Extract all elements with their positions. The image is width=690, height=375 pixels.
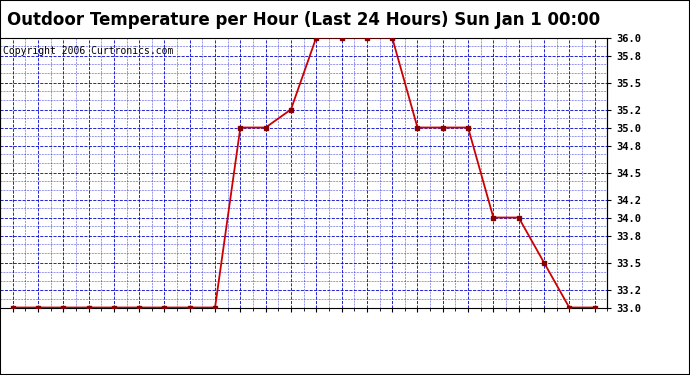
- Text: 01:00: 01:00: [8, 318, 18, 347]
- Text: 13:00: 13:00: [311, 318, 322, 347]
- Text: 11:00: 11:00: [261, 318, 270, 347]
- Text: 10:00: 10:00: [235, 318, 246, 347]
- Text: 23:00: 23:00: [564, 318, 574, 347]
- Text: 16:00: 16:00: [387, 318, 397, 347]
- Text: Outdoor Temperature per Hour (Last 24 Hours) Sun Jan 1 00:00: Outdoor Temperature per Hour (Last 24 Ho…: [7, 11, 600, 29]
- Text: 07:00: 07:00: [159, 318, 170, 347]
- Text: 18:00: 18:00: [437, 318, 448, 347]
- Text: 09:00: 09:00: [210, 318, 220, 347]
- Text: 15:00: 15:00: [362, 318, 372, 347]
- Text: 12:00: 12:00: [286, 318, 296, 347]
- Text: 02:00: 02:00: [33, 318, 43, 347]
- Text: 21:00: 21:00: [513, 318, 524, 347]
- Text: Copyright 2006 Curtronics.com: Copyright 2006 Curtronics.com: [3, 46, 173, 56]
- Text: 06:00: 06:00: [134, 318, 144, 347]
- Text: 04:00: 04:00: [83, 318, 94, 347]
- Text: 20:00: 20:00: [489, 318, 498, 347]
- Text: 19:00: 19:00: [463, 318, 473, 347]
- Text: 08:00: 08:00: [185, 318, 195, 347]
- Text: 14:00: 14:00: [337, 318, 346, 347]
- Text: 00:00: 00:00: [589, 318, 600, 347]
- Text: 03:00: 03:00: [58, 318, 68, 347]
- Text: 05:00: 05:00: [109, 318, 119, 347]
- Text: 22:00: 22:00: [539, 318, 549, 347]
- Text: 17:00: 17:00: [413, 318, 422, 347]
